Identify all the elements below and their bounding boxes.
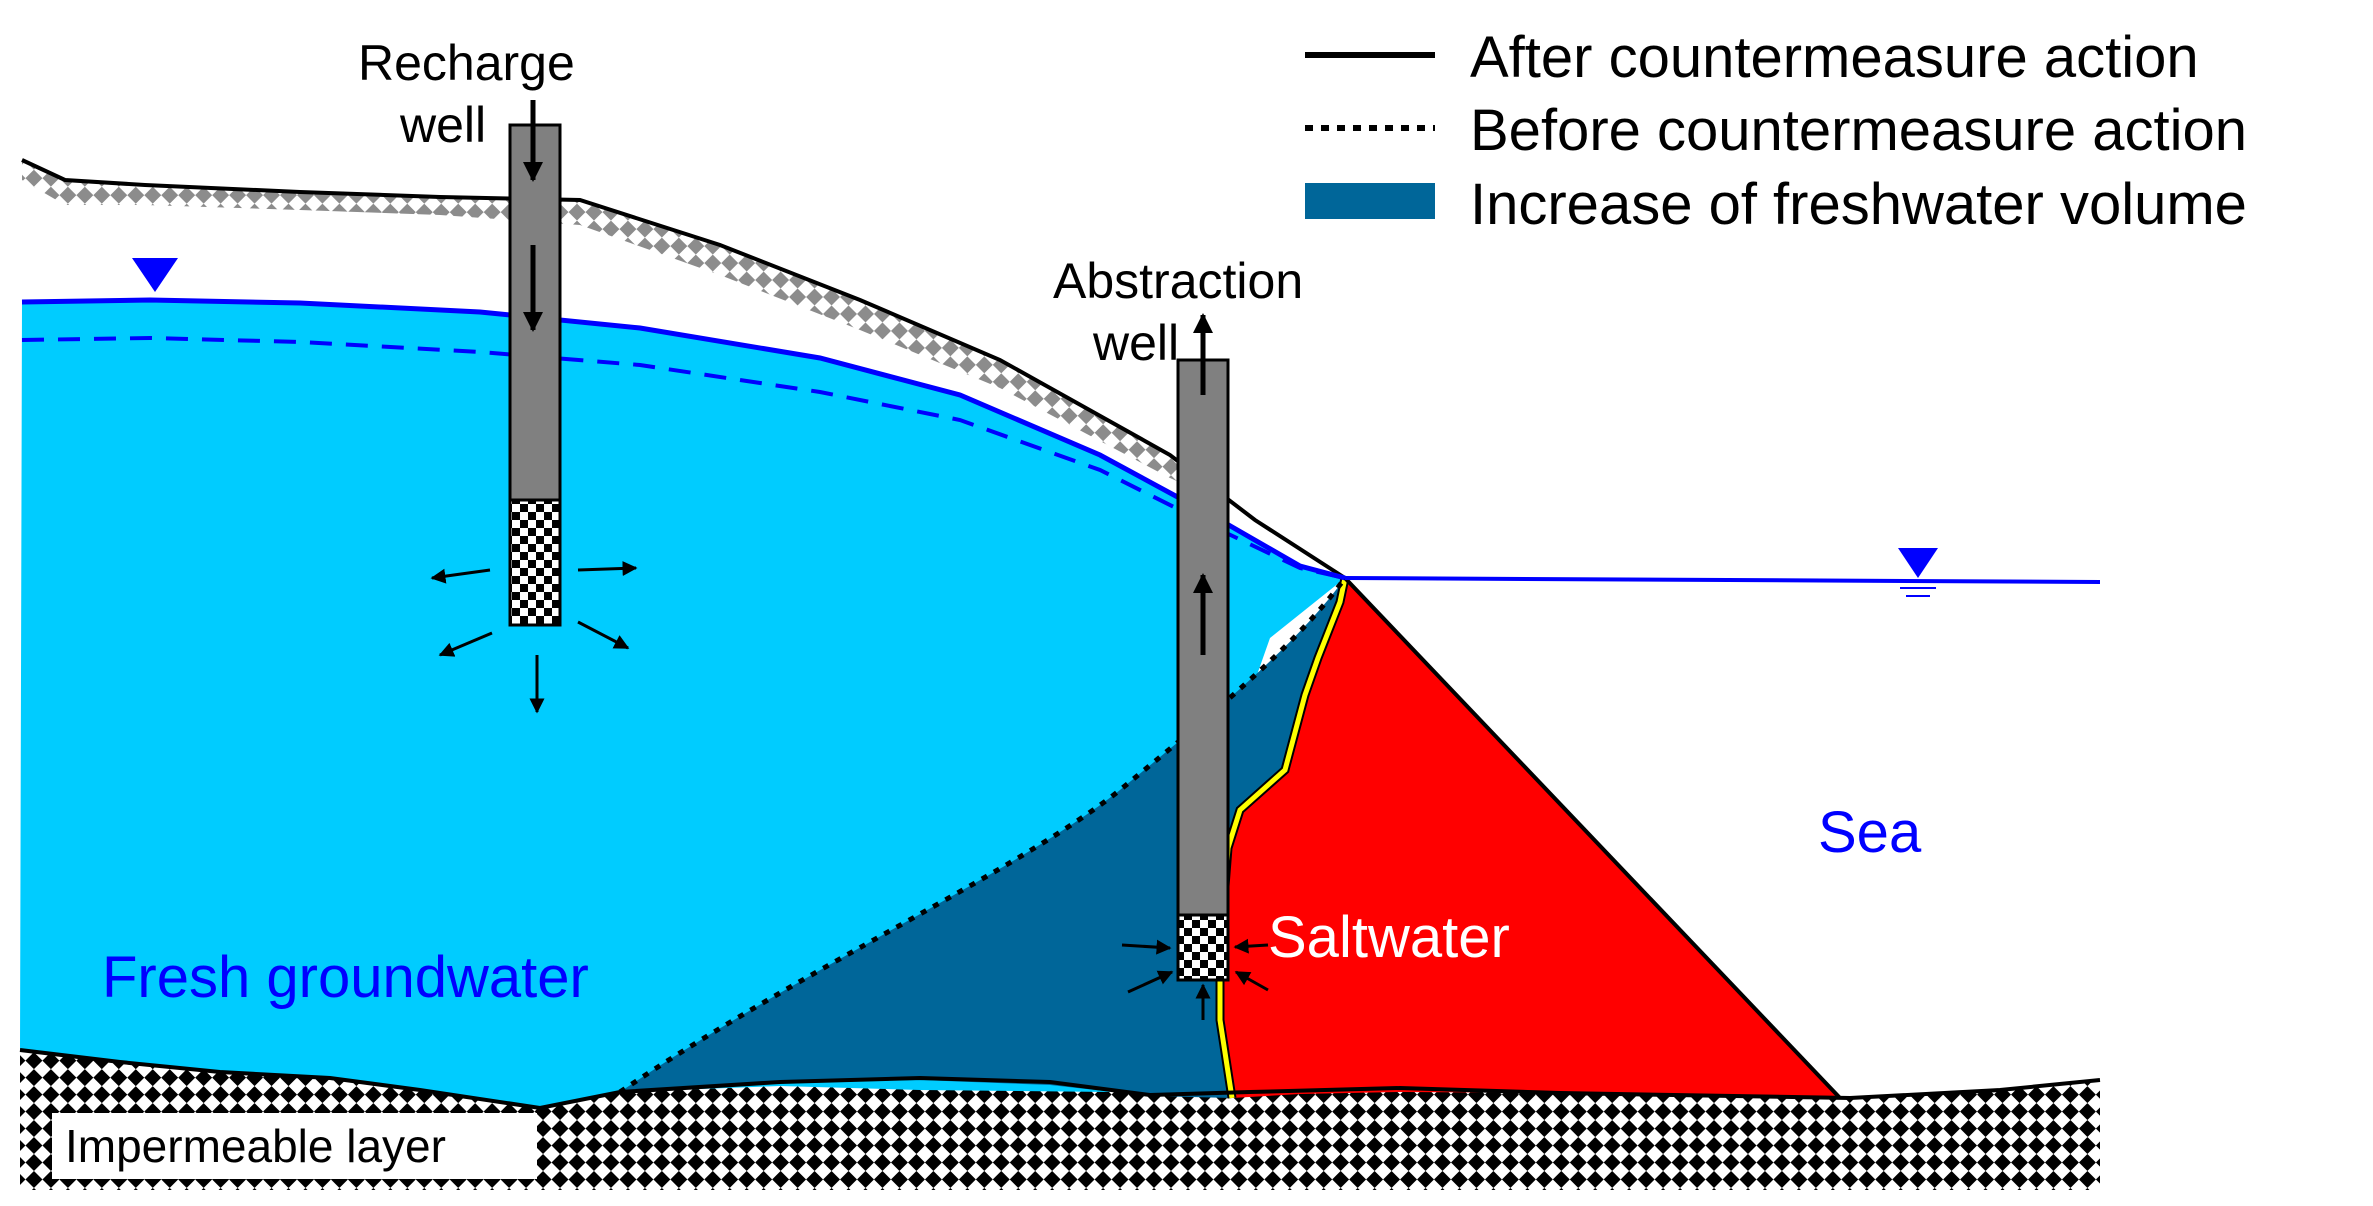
recharge-well-screen	[508, 498, 562, 627]
sea-level-marker-icon	[1898, 548, 1938, 597]
legend-increase-swatch	[1305, 183, 1435, 219]
interface-before-line	[618, 576, 1348, 1095]
fresh-groundwater-label: Fresh groundwater	[102, 945, 589, 1010]
abstraction-well-label-line1: Abstraction	[1053, 253, 1303, 309]
legend-before-label: Before countermeasure action	[1470, 98, 2247, 163]
saltwater-wedge	[1220, 578, 1840, 1098]
saltwater-label: Saltwater	[1268, 905, 1510, 970]
recharge-outflow-arrows	[430, 560, 638, 714]
impermeable-label-background	[52, 1113, 537, 1179]
sea-level-line	[1344, 576, 2101, 584]
impermeable-layer-label: Impermeable layer	[65, 1120, 446, 1172]
water-table-after	[21, 297, 1346, 581]
legend-increase-label: Increase of freshwater volume	[1470, 172, 2247, 237]
sea-label: Sea	[1818, 800, 1922, 865]
freshwater-increase-zone	[620, 578, 1345, 1098]
water-table-marker-icon	[132, 258, 178, 301]
seabed-line	[1343, 576, 1842, 1100]
abstraction-inflow-arrows	[1121, 938, 1269, 1020]
abstraction-well-screen	[1176, 913, 1230, 982]
recharge-well-label-line2: well	[399, 97, 486, 153]
legend: After countermeasure action Before count…	[1305, 25, 2247, 237]
aquifer-base-line	[19, 1048, 2101, 1111]
legend-after-label: After countermeasure action	[1470, 25, 2199, 90]
ground-surface-strip	[22, 160, 1230, 505]
water-table-before	[21, 335, 1346, 580]
recharge-well-label-line1: Recharge	[358, 35, 575, 91]
interface-highlight	[1217, 577, 1348, 1099]
impermeable-layer	[20, 1050, 2100, 1190]
abstraction-well-label-line2: well	[1092, 315, 1179, 371]
